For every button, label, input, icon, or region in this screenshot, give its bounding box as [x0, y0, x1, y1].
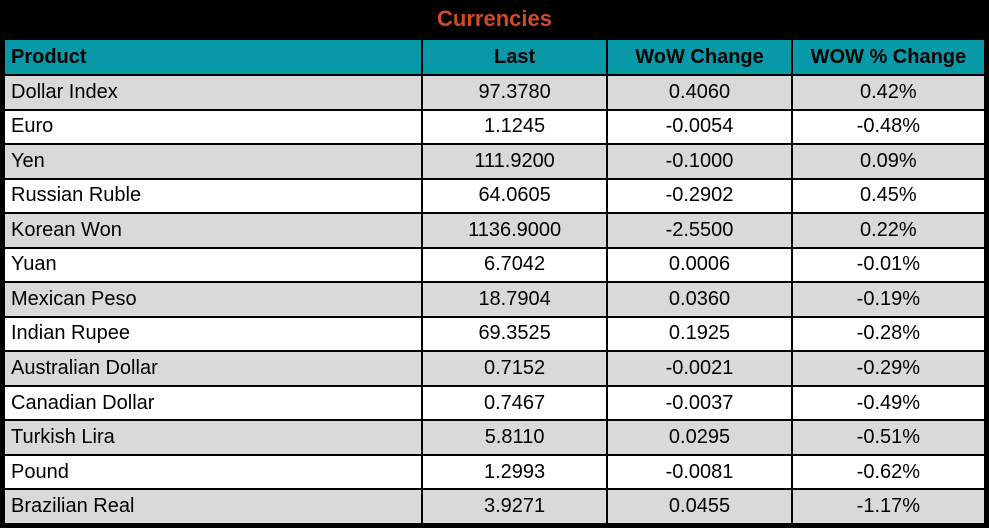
cell-product: Indian Rupee	[3, 315, 423, 353]
cell-product: Yen	[3, 143, 423, 180]
table-row: Russian Ruble 64.0605 -0.2902 0.45%	[3, 177, 987, 215]
cell-last: 0.7152	[420, 350, 609, 387]
cell-wow-pct-change: -0.51%	[790, 419, 987, 456]
cell-last: 18.7904	[420, 281, 609, 318]
cell-product: Dollar Index	[3, 74, 423, 111]
page-title: Currencies	[437, 6, 552, 31]
cell-last: 1.2993	[420, 453, 609, 491]
currency-table-body: Dollar Index 97.3780 0.4060 0.42% Euro 1.1245…	[3, 74, 987, 525]
cell-wow-change: -0.0081	[606, 453, 793, 491]
cell-wow-pct-change: 0.22%	[790, 212, 987, 249]
column-header-last: Last	[420, 38, 609, 76]
table-row: Yen 111.9200 -0.1000 0.09%	[3, 143, 987, 180]
table-row: Indian Rupee 69.3525 0.1925 -0.28%	[3, 315, 987, 353]
column-header-wow-pct-change: WOW % Change	[790, 38, 987, 76]
table-row: Korean Won 1136.9000 -2.5500 0.22%	[3, 212, 987, 249]
cell-wow-change: 0.0455	[606, 488, 793, 525]
currencies-table: Product Last WoW Change WOW % Change Dol…	[3, 38, 987, 525]
cell-wow-change: -0.0037	[606, 384, 793, 422]
table-row: Yuan 6.7042 0.0006 -0.01%	[3, 246, 987, 284]
cell-product: Mexican Peso	[3, 281, 423, 318]
cell-wow-change: 0.0360	[606, 281, 793, 318]
cell-wow-pct-change: -0.01%	[790, 246, 987, 284]
cell-last: 3.9271	[420, 488, 609, 525]
table-row: Dollar Index 97.3780 0.4060 0.42%	[3, 74, 987, 111]
cell-product: Australian Dollar	[3, 350, 423, 387]
cell-wow-change: -0.0021	[606, 350, 793, 387]
table-row: Mexican Peso 18.7904 0.0360 -0.19%	[3, 281, 987, 318]
table-row: Euro 1.1245 -0.0054 -0.48%	[3, 108, 987, 146]
column-header-product: Product	[3, 38, 423, 76]
cell-product: Turkish Lira	[3, 419, 423, 456]
table-row: Brazilian Real 3.9271 0.0455 -1.17%	[3, 488, 987, 525]
cell-wow-pct-change: 0.09%	[790, 143, 987, 180]
cell-wow-pct-change: 0.42%	[790, 74, 987, 111]
cell-wow-pct-change: -0.29%	[790, 350, 987, 387]
table-row: Australian Dollar 0.7152 -0.0021 -0.29%	[3, 350, 987, 387]
cell-last: 5.8110	[420, 419, 609, 456]
cell-wow-change: -0.1000	[606, 143, 793, 180]
title-bar: Currencies	[3, 0, 986, 38]
cell-last: 1136.9000	[420, 212, 609, 249]
column-header-wow-change: WoW Change	[606, 38, 793, 76]
cell-wow-pct-change: -0.28%	[790, 315, 987, 353]
cell-wow-change: 0.0295	[606, 419, 793, 456]
table-row: Turkish Lira 5.8110 0.0295 -0.51%	[3, 419, 987, 456]
cell-last: 64.0605	[420, 177, 609, 215]
cell-product: Yuan	[3, 246, 423, 284]
cell-product: Russian Ruble	[3, 177, 423, 215]
cell-wow-pct-change: -0.48%	[790, 108, 987, 146]
cell-product: Korean Won	[3, 212, 423, 249]
cell-wow-change: -2.5500	[606, 212, 793, 249]
cell-wow-pct-change: -0.49%	[790, 384, 987, 422]
cell-last: 0.7467	[420, 384, 609, 422]
cell-wow-pct-change: -0.19%	[790, 281, 987, 318]
cell-wow-pct-change: -0.62%	[790, 453, 987, 491]
cell-product: Euro	[3, 108, 423, 146]
cell-wow-change: 0.0006	[606, 246, 793, 284]
cell-product: Brazilian Real	[3, 488, 423, 525]
cell-last: 6.7042	[420, 246, 609, 284]
cell-last: 111.9200	[420, 143, 609, 180]
cell-last: 1.1245	[420, 108, 609, 146]
cell-product: Canadian Dollar	[3, 384, 423, 422]
cell-last: 69.3525	[420, 315, 609, 353]
cell-wow-change: 0.4060	[606, 74, 793, 111]
header-row: Product Last WoW Change WOW % Change	[3, 38, 987, 76]
cell-wow-change: -0.2902	[606, 177, 793, 215]
cell-wow-pct-change: 0.45%	[790, 177, 987, 215]
cell-product: Pound	[3, 453, 423, 491]
cell-wow-change: 0.1925	[606, 315, 793, 353]
cell-last: 97.3780	[420, 74, 609, 111]
table-row: Pound 1.2993 -0.0081 -0.62%	[3, 453, 987, 491]
cell-wow-pct-change: -1.17%	[790, 488, 987, 525]
table-row: Canadian Dollar 0.7467 -0.0037 -0.49%	[3, 384, 987, 422]
cell-wow-change: -0.0054	[606, 108, 793, 146]
